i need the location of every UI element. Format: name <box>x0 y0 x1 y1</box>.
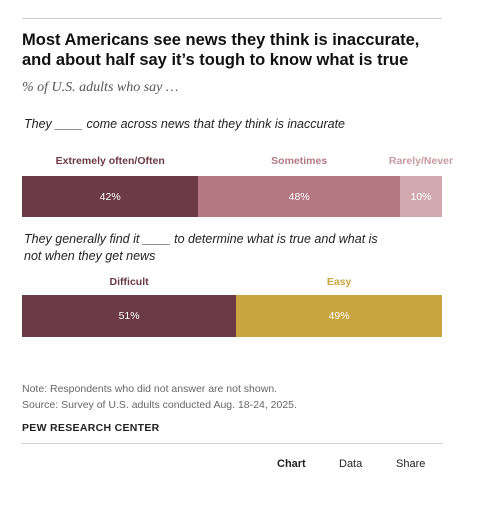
bar-segment <box>22 176 199 217</box>
category-label: Rarely/Never <box>388 155 454 167</box>
bar-value-label: 51% <box>118 310 140 322</box>
footer-rule <box>22 443 442 444</box>
question-1: They ____ come across news that they thi… <box>24 117 345 131</box>
bar-segment <box>22 295 237 337</box>
bar-segment <box>236 295 442 337</box>
top-rule <box>22 18 442 19</box>
chart-title: Most Americans see news they think is in… <box>22 31 420 69</box>
chart-subtitle: % of U.S. adults who say … <box>22 80 179 95</box>
stacked-bar-1: 42% 48% 10% <box>22 176 442 217</box>
category-labels-2: Difficult Easy <box>0 276 482 290</box>
bar-segment <box>198 176 400 217</box>
category-label: Sometimes <box>271 155 328 167</box>
category-label: Extremely often/Often <box>55 155 165 167</box>
bar-value-label: 10% <box>410 190 432 203</box>
share-button[interactable]: Share <box>396 458 426 470</box>
bar-segment <box>400 176 442 217</box>
bar-value-label: 49% <box>328 310 350 322</box>
chart-tab-button[interactable]: Chart <box>277 458 306 470</box>
source: Source: Survey of U.S. adults conducted … <box>22 399 297 411</box>
bar-value-label: 48% <box>288 190 310 203</box>
bar-value-label: 42% <box>99 190 121 203</box>
question-2: They generally find it ____ to determine… <box>24 232 378 263</box>
category-label: Difficult <box>109 276 149 288</box>
category-labels-1: Extremely often/Often Sometimes Rarely/Nev… <box>0 155 482 169</box>
brand-logo-text: PEW RESEARCH CENTER <box>22 422 160 434</box>
stacked-bar-2: 51% 49% <box>22 295 442 337</box>
note: Note: Respondents who did not answer are… <box>22 383 278 395</box>
category-label: Easy <box>326 276 352 288</box>
data-tab-button[interactable]: Data <box>339 458 363 470</box>
